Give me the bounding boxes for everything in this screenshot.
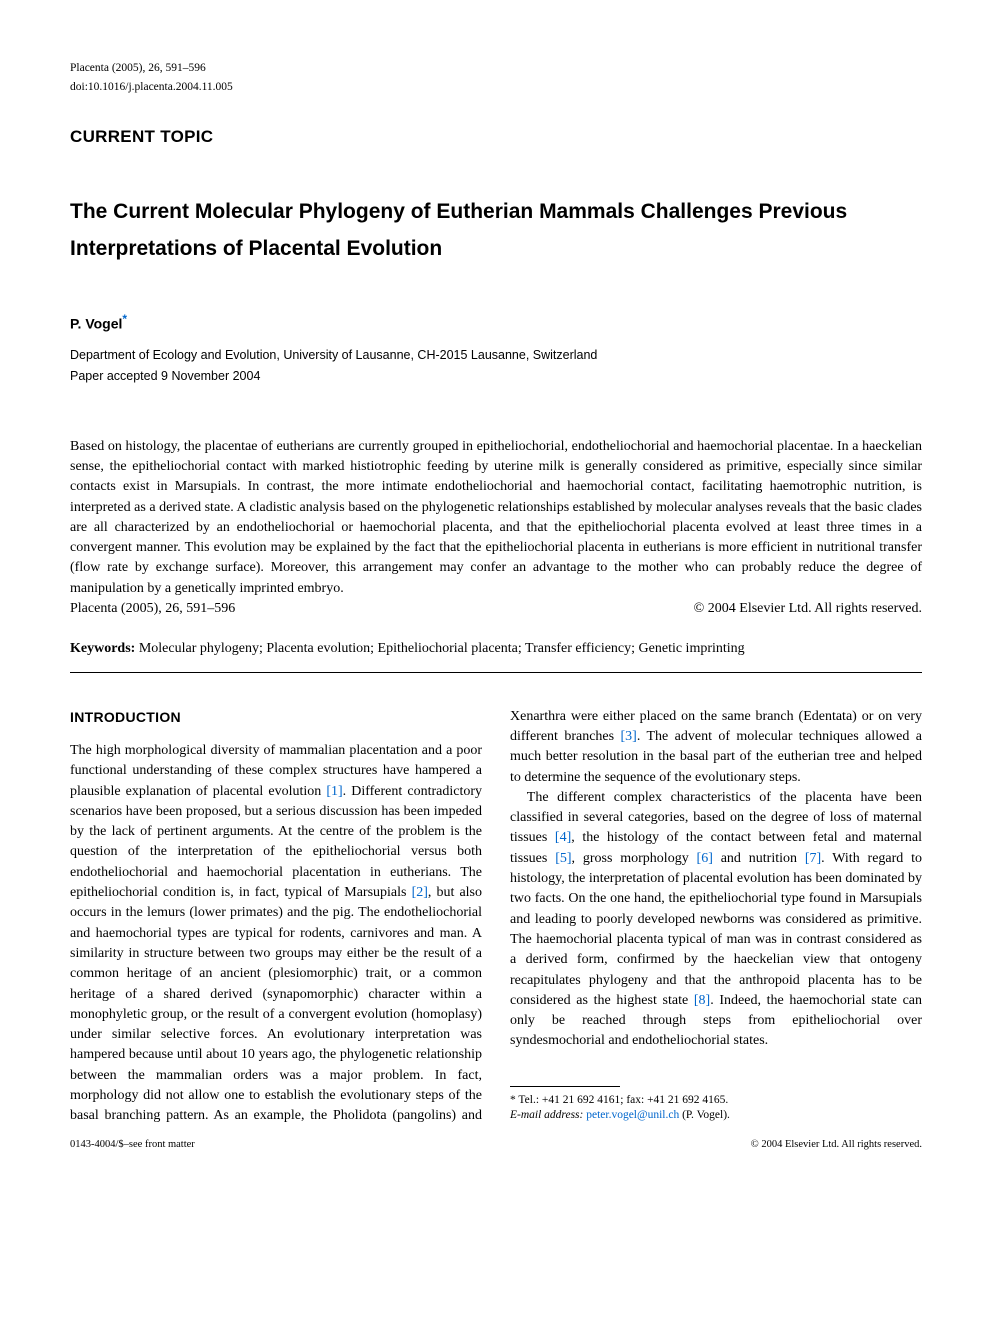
email-suffix: (P. Vogel).: [679, 1109, 730, 1121]
abstract-copyright: © 2004 Elsevier Ltd. All rights reserved…: [694, 599, 922, 619]
keywords-line: Keywords: Molecular phylogeny; Placenta …: [70, 639, 922, 659]
body-columns: INTRODUCTION The high morphological dive…: [70, 707, 922, 1127]
keywords-text: Molecular phylogeny; Placenta evolution;…: [139, 641, 745, 656]
author-name: P. Vogel*: [70, 311, 922, 334]
abstract-journal-ref: Placenta (2005), 26, 591–596: [70, 599, 235, 619]
footnote-separator: [510, 1086, 620, 1087]
doi: doi:10.1016/j.placenta.2004.11.005: [70, 79, 922, 96]
section-label: CURRENT TOPIC: [70, 125, 922, 150]
corresponding-footnote: * Tel.: +41 21 692 4161; fax: +41 21 692…: [510, 1093, 922, 1124]
front-matter-note: 0143-4004/$–see front matter: [70, 1137, 195, 1152]
corresponding-marker: *: [122, 312, 127, 326]
email-link[interactable]: peter.vogel@unil.ch: [586, 1109, 679, 1121]
footer-copyright: © 2004 Elsevier Ltd. All rights reserved…: [751, 1137, 922, 1152]
citation-8[interactable]: [8]: [694, 993, 710, 1008]
text-run: and nutrition: [713, 851, 805, 866]
citation-4[interactable]: [4]: [555, 830, 571, 845]
text-run: , gross morphology: [572, 851, 697, 866]
text-run: . Different contradictory scenarios have…: [70, 784, 482, 900]
citation-5[interactable]: [5]: [555, 851, 571, 866]
accepted-date: Paper accepted 9 November 2004: [70, 367, 922, 385]
footnote-contact: Tel.: +41 21 692 4161; fax: +41 21 692 4…: [516, 1094, 729, 1106]
citation-6[interactable]: [6]: [697, 851, 713, 866]
divider-rule: [70, 672, 922, 673]
affiliation: Department of Ecology and Evolution, Uni…: [70, 346, 922, 364]
abstract-text: Based on histology, the placentae of eut…: [70, 437, 922, 599]
article-title: The Current Molecular Phylogeny of Euthe…: [70, 194, 922, 268]
text-run: . With regard to histology, the interpre…: [510, 851, 922, 1008]
citation-7[interactable]: [7]: [805, 851, 821, 866]
citation-1[interactable]: [1]: [326, 784, 342, 799]
citation-2[interactable]: [2]: [412, 885, 428, 900]
citation-3[interactable]: [3]: [621, 729, 637, 744]
email-label: E-mail address:: [510, 1109, 583, 1121]
journal-reference: Placenta (2005), 26, 591–596: [70, 60, 922, 77]
intro-paragraph-2: The different complex characteristics of…: [510, 788, 922, 1052]
author-text: P. Vogel: [70, 316, 122, 332]
introduction-heading: INTRODUCTION: [70, 707, 482, 727]
page-footer: 0143-4004/$–see front matter © 2004 Else…: [70, 1137, 922, 1152]
keywords-label: Keywords:: [70, 641, 135, 656]
